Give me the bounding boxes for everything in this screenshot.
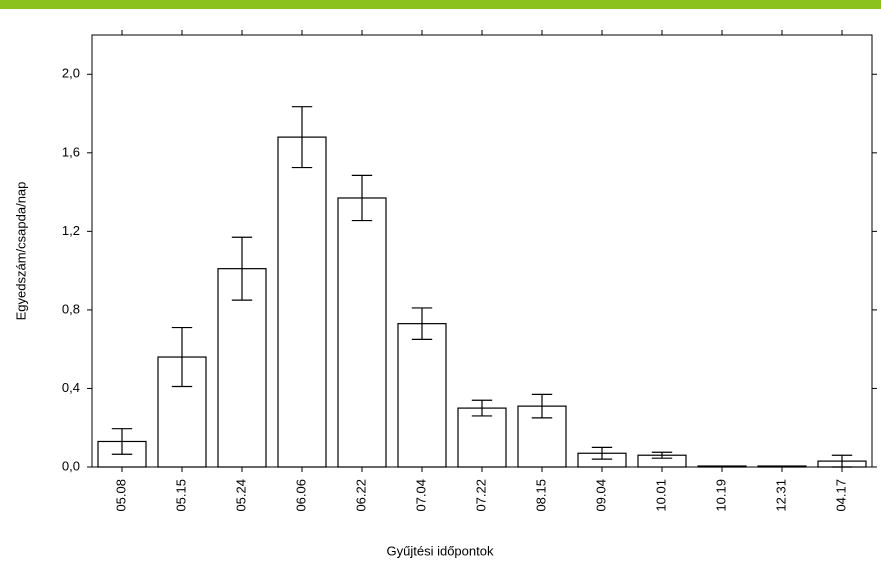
- x-tick-label: 07.22: [473, 479, 488, 512]
- bar: [697, 465, 747, 468]
- y-tick-label: 1,6: [62, 144, 80, 159]
- error-bar: [291, 106, 313, 169]
- y-tick-label: 2,0: [62, 66, 80, 81]
- x-tick-label: 10.01: [653, 479, 668, 512]
- x-tick-label: 10.19: [713, 479, 728, 512]
- y-axis-label: Egyedszám/csapda/nap: [13, 182, 28, 321]
- x-tick-label: 06.06: [293, 479, 308, 512]
- x-axis-label: Gyűjtési időpontok: [387, 543, 494, 558]
- bar: [457, 407, 507, 468]
- x-tick-label: 07.04: [413, 479, 428, 512]
- error-bar: [471, 399, 493, 417]
- error-bar: [231, 236, 253, 301]
- error-bar: [531, 393, 553, 419]
- x-tick-label: 12.31: [773, 479, 788, 512]
- y-tick-label: 0,8: [62, 301, 80, 316]
- y-tick-label: 1,2: [62, 223, 80, 238]
- error-bar: [651, 451, 673, 459]
- x-tick-label: 09.04: [593, 479, 608, 512]
- x-tick-label: 05.08: [113, 479, 128, 512]
- bar: [157, 356, 207, 468]
- x-tick-label: 05.15: [173, 479, 188, 512]
- bar: [277, 136, 327, 468]
- error-bar: [411, 307, 433, 340]
- error-bar: [171, 326, 193, 388]
- x-tick-label: 06.22: [353, 479, 368, 512]
- error-bar: [591, 446, 613, 460]
- x-tick-label: 05.24: [233, 479, 248, 512]
- error-bar: [831, 454, 853, 468]
- x-tick-label: 04.17: [833, 479, 848, 512]
- bar: [757, 465, 807, 468]
- y-tick-label: 0,0: [62, 458, 80, 473]
- y-tick-label: 0,4: [62, 380, 80, 395]
- bar: [397, 323, 447, 468]
- error-bar: [351, 174, 373, 222]
- top-band: [0, 0, 881, 9]
- bar: [337, 197, 387, 468]
- error-bar: [111, 428, 133, 455]
- x-tick-label: 08.15: [533, 479, 548, 512]
